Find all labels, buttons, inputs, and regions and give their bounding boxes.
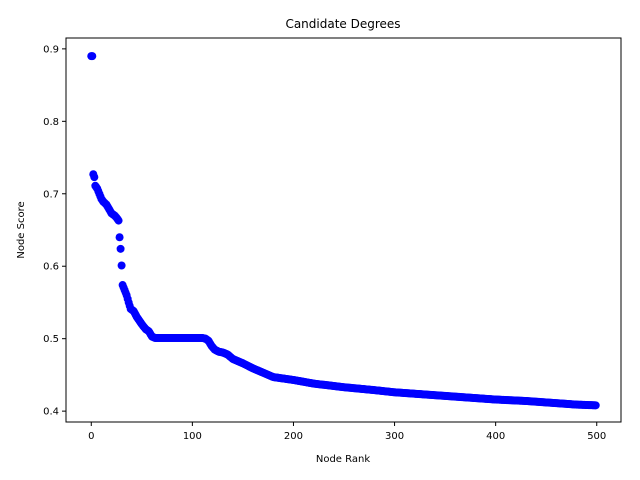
data-point	[591, 401, 600, 410]
data-point	[90, 173, 99, 182]
x-tick-label: 400	[486, 431, 505, 442]
data-point	[115, 233, 124, 242]
y-tick-label: 0.8	[43, 117, 59, 128]
plot-frame	[65, 37, 622, 423]
data-point	[116, 244, 125, 253]
y-tick-label: 0.9	[43, 44, 59, 55]
x-tick-label: 300	[385, 431, 404, 442]
x-axis-label: Node Rank	[316, 454, 370, 465]
x-tick-label: 100	[183, 431, 202, 442]
data-point	[117, 261, 126, 270]
x-tick-label: 0	[88, 431, 94, 442]
y-tick-label: 0.5	[43, 334, 59, 345]
y-tick-label: 0.6	[43, 262, 59, 273]
x-tick-label: 200	[284, 431, 303, 442]
y-axis-ticks: 0.4 0.5 0.6 0.7 0.8 0.9	[43, 44, 66, 418]
y-tick-label: 0.7	[43, 189, 59, 200]
y-axis-label: Node Score	[16, 201, 27, 258]
chart-title: Candidate Degrees	[285, 17, 400, 31]
data-point	[88, 52, 97, 61]
y-tick-label: 0.4	[43, 407, 59, 418]
data-point	[114, 216, 123, 225]
x-axis-ticks: 0 100 200 300 400 500	[88, 422, 606, 442]
x-tick-label: 500	[587, 431, 606, 442]
data-points	[87, 52, 600, 410]
